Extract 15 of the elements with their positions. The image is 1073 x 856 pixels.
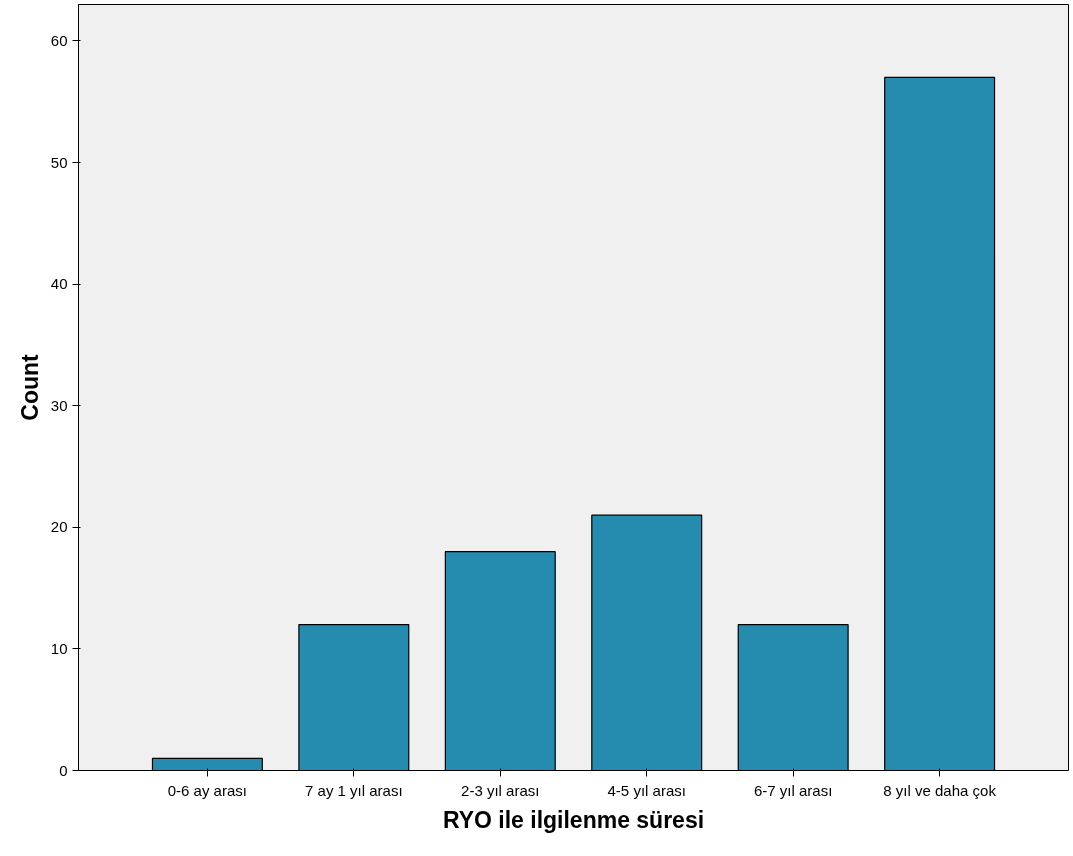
y-tick-label: 50 [50, 153, 68, 171]
x-tick-label: 7 ay 1 yıl arası [305, 781, 403, 799]
x-tick-label: 6-7 yıl arası [753, 781, 833, 799]
y-tick-label: 30 [50, 396, 68, 414]
x-tick-label: 8 yıl ve daha çok [883, 781, 997, 799]
y-tick-label: 60 [50, 31, 68, 49]
y-axis-title: Count [16, 353, 43, 421]
x-axis-title: RYO ile ilgilenme süresi [442, 806, 705, 833]
x-tick-label: 0-6 ay arası [167, 781, 247, 799]
x-tick-label: 4-5 yıl arası [607, 781, 686, 799]
y-tick-label: 10 [50, 639, 68, 657]
y-tick-label: 20 [50, 518, 68, 536]
y-tick-label: 0 [59, 761, 68, 779]
y-tick-label: 40 [50, 275, 68, 293]
x-tick-label: 2-3 yıl arası [461, 781, 540, 799]
